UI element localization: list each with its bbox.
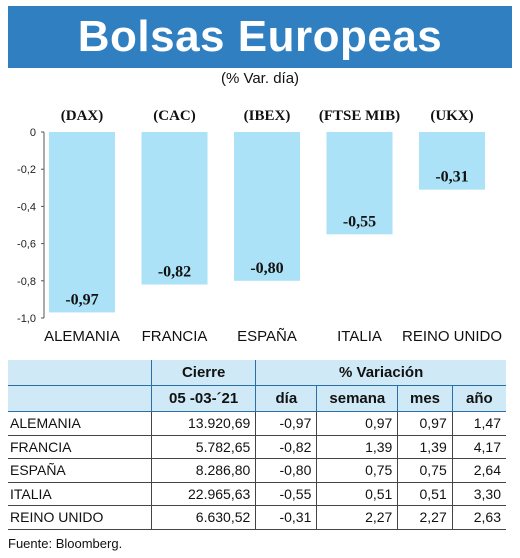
category-label: REINO UNIDO — [402, 328, 502, 345]
data-label: -0,80 — [250, 260, 283, 277]
cell-ano: 3,30 — [451, 482, 506, 506]
cell-pais: ALEMANIA — [8, 411, 152, 436]
data-label: -0,55 — [343, 213, 376, 230]
index-label: (DAX) — [61, 108, 104, 124]
cell-cierre: 6.630,52 — [150, 505, 256, 530]
header-semana: semana — [316, 385, 398, 412]
cell-cierre: 5.782,65 — [150, 435, 256, 459]
index-label: (IBEX) — [244, 108, 291, 124]
cell-semana: 0,97 — [316, 411, 398, 436]
table-row: REINO UNIDO 6.630,52 -0,31 2,27 2,27 2,63 — [8, 505, 506, 530]
header-cierre: Cierre — [150, 360, 256, 386]
cell-semana: 0,75 — [316, 458, 398, 483]
y-tick-label: -1,0 — [17, 313, 36, 325]
bar-chart: 0 -0,2 -0,4 -0,6 -0,8 -1,0 (DAX) -0,97 ALEMANIA (… — [17, 108, 502, 345]
cell-semana: 2,27 — [316, 505, 398, 530]
cell-cierre: 22.965,63 — [150, 482, 256, 506]
cell-ano: 2,63 — [451, 505, 506, 530]
table-row: ALEMANIA 13.920,69 -0,97 0,97 0,97 1,47 — [8, 411, 506, 436]
cell-dia: -0,31 — [255, 505, 317, 530]
data-label: -0,31 — [435, 169, 468, 186]
cell-dia: -0,80 — [255, 458, 317, 483]
category-label: ESPAÑA — [237, 328, 297, 345]
header-blank-2 — [8, 385, 152, 412]
category-label: ALEMANIA — [44, 328, 120, 345]
cell-pais: REINO UNIDO — [8, 505, 152, 530]
cell-ano: 1,47 — [451, 411, 506, 436]
cell-pais: FRANCIA — [8, 435, 152, 459]
chart-title: Bolsas Europeas — [77, 12, 443, 61]
category-label: FRANCIA — [142, 328, 208, 345]
table-row: ESPAÑA 8.286,80 -0,80 0,75 0,75 2,64 — [8, 458, 506, 483]
category-label: ITALIA — [337, 328, 382, 345]
y-tick-label: -0,4 — [17, 201, 36, 213]
header-dia: día — [255, 385, 317, 412]
y-tick-label: -0,2 — [17, 164, 36, 176]
cell-dia: -0,82 — [255, 435, 317, 459]
bar — [326, 132, 393, 235]
header-ano: año — [451, 385, 506, 412]
cell-ano: 2,64 — [451, 458, 506, 483]
cell-pais: ESPAÑA — [8, 458, 152, 483]
data-table-wrap: Cierre % Variación 05 -03-´21 día semana… — [8, 360, 506, 530]
table-row: FRANCIA 5.782,65 -0,82 1,39 1,39 4,17 — [8, 435, 506, 459]
cell-ano: 4,17 — [451, 435, 506, 459]
cell-mes: 1,39 — [397, 435, 453, 459]
title-banner: Bolsas Europeas — [8, 6, 512, 68]
cell-semana: 0,51 — [316, 482, 398, 506]
cell-mes: 2,27 — [397, 505, 453, 530]
bar — [419, 132, 485, 190]
y-tick-label: -0,6 — [17, 239, 36, 251]
bar — [49, 132, 115, 313]
cell-cierre: 13.920,69 — [150, 411, 256, 436]
index-label: (CAC) — [153, 108, 196, 124]
data-label: -0,82 — [158, 264, 191, 281]
table-body: ALEMANIA 13.920,69 -0,97 0,97 0,97 1,47 FRANCI… — [8, 411, 506, 530]
data-table: Cierre % Variación 05 -03-´21 día semana… — [8, 360, 506, 530]
index-label: (FTSE MIB) — [319, 108, 400, 124]
cell-semana: 1,39 — [316, 435, 398, 459]
y-tick-label: 0 — [30, 127, 36, 139]
cell-dia: -0,55 — [255, 482, 317, 506]
chart-subtitle: (% Var. día) — [220, 70, 300, 87]
data-label: -0,97 — [65, 291, 98, 308]
header-date: 05 -03-´21 — [150, 385, 256, 412]
cell-cierre: 8.286,80 — [150, 458, 256, 483]
index-label: (UKX) — [430, 108, 473, 124]
bar — [141, 132, 208, 285]
cell-mes: 0,97 — [397, 411, 453, 436]
header-mes: mes — [397, 385, 453, 412]
cell-pais: ITALIA — [8, 482, 152, 506]
source-note: Fuente: Bloomberg. — [8, 536, 123, 551]
cell-mes: 0,51 — [397, 482, 453, 506]
header-variacion: % Variación — [255, 360, 506, 386]
table-row: ITALIA 22.965,63 -0,55 0,51 0,51 3,30 — [8, 482, 506, 506]
cell-dia: -0,97 — [255, 411, 317, 436]
header-blank — [8, 360, 152, 386]
y-tick-label: -0,8 — [17, 276, 36, 288]
cell-mes: 0,75 — [397, 458, 453, 483]
bar — [234, 132, 300, 281]
